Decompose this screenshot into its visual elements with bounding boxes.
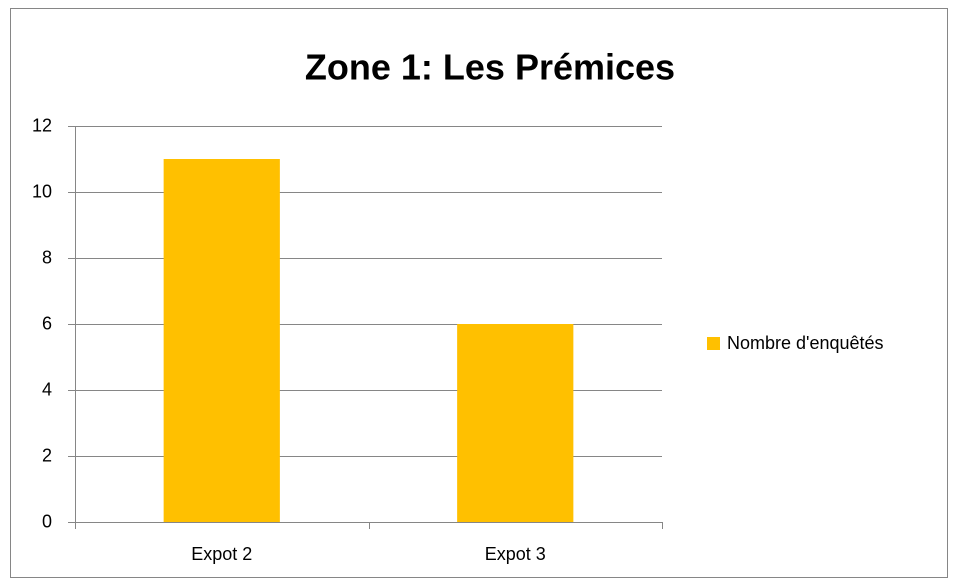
y-tick-label: 10 xyxy=(32,181,52,201)
bar xyxy=(457,324,574,522)
x-tick-label: Expot 2 xyxy=(191,544,252,564)
legend-swatch xyxy=(707,337,720,350)
chart-title: Zone 1: Les Prémices xyxy=(305,47,675,88)
y-tick-label: 8 xyxy=(42,247,52,267)
y-tick-label: 6 xyxy=(42,313,52,333)
y-tick-label: 0 xyxy=(42,511,52,531)
y-tick-label: 4 xyxy=(42,379,52,399)
y-tick-label: 2 xyxy=(42,445,52,465)
bar xyxy=(163,159,280,522)
y-tick-label: 12 xyxy=(32,115,52,135)
legend-label: Nombre d'enquêtés xyxy=(727,333,884,353)
x-tick-label: Expot 3 xyxy=(485,544,546,564)
